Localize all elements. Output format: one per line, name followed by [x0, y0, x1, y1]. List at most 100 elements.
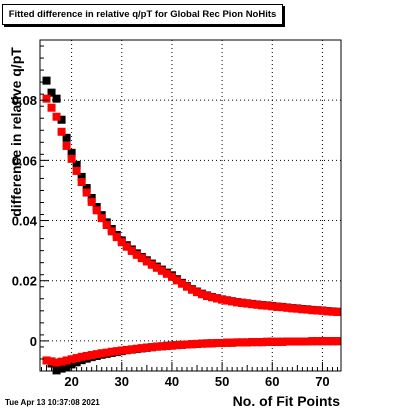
- data-point: [112, 233, 121, 242]
- data-point: [203, 292, 212, 301]
- data-points: [42, 76, 342, 375]
- data-point: [208, 339, 217, 348]
- data-point: [97, 349, 106, 358]
- data-point: [303, 337, 312, 346]
- data-point: [62, 141, 71, 150]
- data-point: [263, 301, 272, 310]
- data-point: [137, 344, 146, 353]
- data-point: [67, 148, 76, 157]
- data-point: [42, 94, 51, 103]
- data-point: [177, 279, 186, 288]
- data-point: [77, 178, 86, 187]
- data-point: [182, 340, 191, 349]
- data-point: [313, 306, 322, 315]
- data-point: [238, 338, 247, 347]
- data-point: [268, 302, 277, 311]
- data-point: [77, 352, 86, 361]
- data-point: [52, 94, 61, 103]
- data-point: [82, 184, 91, 193]
- data-point: [308, 337, 317, 346]
- data-point: [223, 338, 232, 347]
- data-point: [298, 337, 307, 346]
- y-tick-label: 0.06: [12, 153, 37, 168]
- data-point: [102, 221, 111, 230]
- data-point: [62, 356, 71, 365]
- x-tick-label: 50: [215, 374, 229, 389]
- data-point: [117, 346, 126, 355]
- data-point: [92, 350, 101, 359]
- y-tick-label: 0.08: [12, 93, 37, 108]
- data-point: [47, 357, 56, 366]
- data-point: [92, 206, 101, 215]
- data-point: [288, 337, 297, 346]
- x-tick-label: 60: [265, 374, 279, 389]
- data-point: [253, 338, 262, 347]
- data-point: [258, 301, 267, 310]
- data-point: [102, 348, 111, 357]
- data-point: [72, 160, 81, 169]
- data-point: [132, 344, 141, 353]
- timestamp: Tue Apr 13 10:37:08 2021: [5, 398, 100, 407]
- data-point: [117, 238, 126, 247]
- data-point: [223, 296, 232, 305]
- data-point: [323, 337, 332, 346]
- data-point: [243, 299, 252, 308]
- data-point: [283, 303, 292, 312]
- grid-lines: [40, 40, 341, 371]
- data-point: [142, 257, 151, 266]
- data-point: [127, 246, 136, 255]
- data-point: [238, 298, 247, 307]
- data-point: [147, 260, 156, 269]
- data-point: [193, 339, 202, 348]
- data-point: [288, 304, 297, 313]
- data-point: [283, 337, 292, 346]
- data-point: [228, 297, 237, 306]
- data-point: [57, 357, 66, 366]
- data-point: [258, 338, 267, 347]
- data-point: [293, 304, 302, 313]
- data-point: [203, 339, 212, 348]
- data-point: [233, 298, 242, 307]
- data-point: [42, 356, 51, 365]
- y-tick-label: 0.02: [12, 274, 37, 289]
- y-tick-label: 0: [30, 334, 37, 349]
- data-point: [263, 337, 272, 346]
- data-point: [198, 339, 207, 348]
- data-point: [218, 295, 227, 304]
- data-point: [72, 166, 81, 175]
- data-point: [67, 154, 76, 163]
- data-point: [308, 306, 317, 315]
- data-point: [303, 305, 312, 314]
- plot-frame: [39, 39, 342, 372]
- data-point: [318, 337, 327, 346]
- data-point: [122, 242, 131, 251]
- data-point: [97, 214, 106, 223]
- data-point: [82, 351, 91, 360]
- x-tick-label: 30: [115, 374, 129, 389]
- data-point: [172, 341, 181, 350]
- data-point: [112, 347, 121, 356]
- data-point: [132, 250, 141, 259]
- data-point: [273, 302, 282, 311]
- data-point: [87, 197, 96, 206]
- data-point: [122, 345, 131, 354]
- data-point: [313, 337, 322, 346]
- x-tick-label: 20: [64, 374, 78, 389]
- data-point: [213, 294, 222, 303]
- data-point: [57, 127, 66, 136]
- data-point: [172, 276, 181, 285]
- data-point: [243, 338, 252, 347]
- x-tick-label: 40: [165, 374, 179, 389]
- data-point: [87, 351, 96, 360]
- data-point: [233, 338, 242, 347]
- data-point: [333, 308, 342, 317]
- data-point: [47, 103, 56, 112]
- data-point: [72, 354, 81, 363]
- data-point: [62, 362, 71, 371]
- data-point: [328, 337, 337, 346]
- data-point: [57, 115, 66, 124]
- data-point: [253, 300, 262, 309]
- data-point: [218, 339, 227, 348]
- data-point: [278, 337, 287, 346]
